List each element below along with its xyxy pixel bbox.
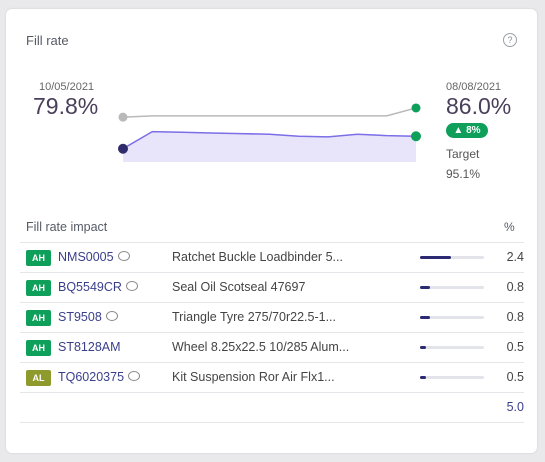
item-code: BQ5549CR (58, 280, 122, 294)
impact-bar-fill (420, 316, 431, 319)
impact-bar-track (420, 316, 484, 319)
target-line-end-dot (411, 103, 421, 113)
impact-value: 0.8 (506, 310, 524, 324)
comment-icon[interactable] (125, 281, 138, 291)
card-title: Fill rate (26, 33, 69, 48)
percent-header: % (504, 220, 515, 234)
impact-bar-fill (420, 256, 451, 259)
impact-value: 0.5 (506, 340, 524, 354)
impact-bar-track (420, 286, 484, 289)
up-arrow-icon: ▲ (453, 125, 464, 136)
item-description: Kit Suspension Ror Air Flx1... (172, 370, 335, 384)
impact-bar-track (420, 376, 484, 379)
item-description: Seal Oil Scotseal 47697 (172, 280, 306, 294)
delta-badge: ▲ 8% (446, 123, 488, 138)
target-value: 95.1% (446, 167, 481, 181)
fill-rate-start-dot (118, 143, 128, 154)
item-code: TQ6020375 (58, 370, 125, 384)
impact-bar-fill (420, 376, 427, 379)
class-badge: AH (26, 280, 51, 296)
fill-rate-card: Fill rate ? 10/05/2021 79.8% 08/08/2021 … (6, 9, 537, 453)
table-row[interactable]: AH ST8128AM Wheel 8.25x22.5 10/285 Alum...… (20, 332, 524, 362)
item-description: Wheel 8.25x22.5 10/285 Alum... (172, 340, 350, 354)
start-value: 79.8% (33, 93, 99, 119)
impact-bar-track (420, 256, 484, 259)
item-code: ST8128AM (58, 340, 121, 354)
item-code: ST9508 (58, 310, 102, 324)
table-row[interactable]: AH ST9508 Triangle Tyre 275/70r22.5-1... 0.… (20, 302, 524, 332)
total-value: 5.0 (506, 400, 524, 414)
help-icon[interactable]: ? (503, 33, 517, 47)
total-row: 5.0 (20, 392, 524, 423)
start-date: 10/05/2021 (39, 81, 95, 93)
impact-bar-fill (420, 286, 431, 289)
item-description: Ratchet Buckle Loadbinder 5... (172, 250, 343, 264)
item-code: NMS0005 (58, 250, 114, 264)
delta-value: 8% (466, 125, 481, 136)
table-row[interactable]: AH BQ5549CR Seal Oil Scotseal 47697 0.8 (20, 272, 524, 302)
item-code-link[interactable]: BQ5549CR (58, 280, 138, 294)
target-label: Target (446, 147, 480, 161)
item-code-link[interactable]: NMS0005 (58, 250, 130, 264)
end-value: 86.0% (446, 93, 512, 119)
end-date: 08/08/2021 (446, 81, 502, 93)
comment-icon[interactable] (128, 371, 141, 381)
impact-value: 0.5 (506, 370, 524, 384)
target-line-start-dot (118, 112, 128, 122)
impact-value: 0.8 (506, 280, 524, 294)
sparkline-chart (118, 103, 421, 162)
class-badge: AH (26, 340, 51, 356)
impact-bar-track (420, 346, 484, 349)
table-row[interactable]: AL TQ6020375 Kit Suspension Ror Air Flx1..… (20, 362, 524, 392)
comment-icon[interactable] (105, 311, 118, 321)
item-code-link[interactable]: ST8128AM (58, 340, 121, 354)
item-code-link[interactable]: TQ6020375 (58, 370, 141, 384)
class-badge: AH (26, 250, 51, 266)
class-badge: AL (26, 370, 51, 386)
class-badge: AH (26, 310, 51, 326)
impact-table: AH NMS0005 Ratchet Buckle Loadbinder 5... 2… (20, 242, 524, 423)
fill-rate-line (122, 130, 417, 150)
target-line (122, 107, 417, 118)
impact-bar-fill (420, 346, 427, 349)
fill-rate-end-dot (411, 131, 421, 142)
impact-value: 2.4 (506, 250, 524, 264)
table-row[interactable]: AH NMS0005 Ratchet Buckle Loadbinder 5... 2… (20, 242, 524, 272)
fill-rate-area (123, 131, 416, 162)
item-code-link[interactable]: ST9508 (58, 310, 118, 324)
item-description: Triangle Tyre 275/70r22.5-1... (172, 310, 336, 324)
impact-title: Fill rate impact (26, 220, 108, 234)
comment-icon[interactable] (117, 251, 130, 261)
